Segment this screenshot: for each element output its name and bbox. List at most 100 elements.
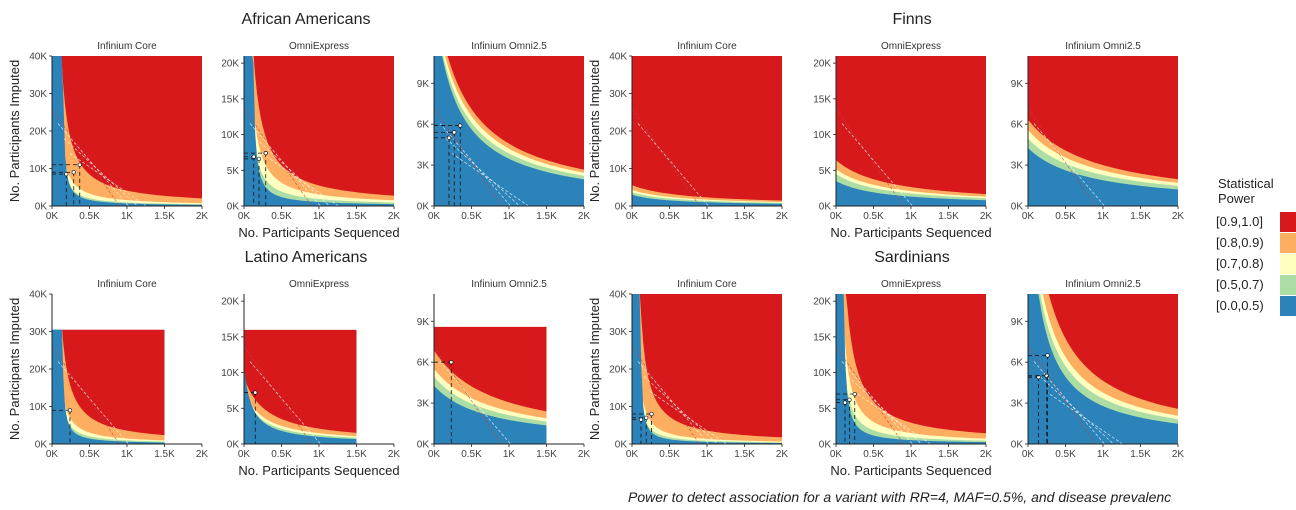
reference-diagonal: [255, 138, 330, 206]
point-marker: [449, 360, 454, 365]
y-tick-label: 3K: [1011, 161, 1024, 172]
power-region: [632, 56, 782, 206]
x-tick-label: 0K: [46, 211, 59, 222]
x-tick-label: 0.5K: [863, 449, 884, 460]
legend-label: [0.8,0.9): [1216, 235, 1264, 250]
x-tick-label: 1K: [121, 449, 134, 460]
y-tick-label: 30K: [609, 89, 627, 100]
panel-title: Infinium Omni2.5: [1065, 41, 1141, 52]
x-tick-label: 1K: [313, 211, 326, 222]
chart-group: Finns Infinium Core 0K 0.5K 1K 1.5K 2K 0K 10K 20K…: [587, 11, 1184, 240]
y-tick-label: 3K: [417, 399, 430, 410]
x-tick-label: 1K: [701, 449, 714, 460]
design-point: [244, 156, 262, 206]
x-tick-label: 2K: [196, 449, 209, 460]
y-axis-label: No. Participants Imputed: [587, 60, 602, 202]
legend-item: [0.7,0.8): [1216, 254, 1296, 274]
panel-title: Infinium Omni2.5: [471, 41, 547, 52]
y-tick-label: 9K: [417, 317, 430, 328]
y-tick-label: 9K: [1011, 79, 1024, 90]
y-tick-label: 20K: [813, 59, 831, 70]
y-tick-label: 15K: [221, 332, 239, 343]
x-tick-label: 0K: [428, 449, 441, 460]
panel-title: OmniExpress: [289, 279, 349, 290]
y-tick-label: 5K: [819, 404, 832, 415]
design-point: [244, 390, 258, 444]
y-tick-label: 10K: [221, 368, 239, 379]
design-point: [434, 360, 454, 444]
y-tick-label: 10K: [29, 164, 47, 175]
x-tick-label: 2K: [388, 211, 401, 222]
y-tick-label: 0K: [819, 202, 832, 213]
x-tick-label: 0.5K: [271, 449, 292, 460]
x-tick-label: 1K: [905, 449, 918, 460]
chart-group: African Americans Infinium Core 0K 0.5K 1K 1.…: [7, 11, 590, 240]
reference-lines: [632, 108, 709, 206]
point-marker: [64, 171, 69, 177]
legend-swatch: [1280, 233, 1296, 253]
design-point: [836, 397, 852, 444]
panel-title: Infinium Core: [677, 279, 737, 290]
x-tick-label: 1.5K: [734, 211, 755, 222]
reference-diagonal: [1039, 376, 1114, 444]
chart-panel: Infinium Core 0K 0.5K 1K 1.5K 2K 0K 10K 20K 30K 40…: [29, 279, 208, 460]
y-tick-label: 5K: [819, 166, 832, 177]
group-title: Finns: [892, 11, 931, 28]
y-tick-label: 10K: [221, 130, 239, 141]
reference-diagonal: [1033, 123, 1105, 206]
x-tick-label: 2K: [776, 211, 789, 222]
x-tick-label: 0.5K: [79, 449, 100, 460]
y-tick-label: 6K: [1011, 358, 1024, 369]
legend-title: Statistical: [1218, 176, 1274, 191]
y-tick-label: 20K: [609, 127, 627, 138]
power-band-000-050: [434, 56, 584, 206]
reference-diagonal: [69, 153, 147, 206]
x-tick-label: 2K: [578, 449, 591, 460]
y-tick-label: 20K: [813, 297, 831, 308]
x-tick-label: 0K: [1022, 449, 1035, 460]
legend-swatch: [1280, 296, 1296, 316]
chart-group: Sardinians Infinium Core 0K 0.5K 1K 1.5K 2K 0K 1…: [587, 249, 1184, 478]
power-band-080-090: [52, 329, 165, 444]
chart-panel: Infinium Omni2.5 0K 0.5K 1K 1.5K 2K 0K 3K 6K 9K: [417, 279, 591, 460]
reference-diagonal: [1033, 361, 1105, 444]
x-tick-label: 1.5K: [536, 449, 557, 460]
reference-lines: [1028, 346, 1123, 444]
y-tick-label: 40K: [609, 290, 627, 301]
x-tick-label: 0K: [830, 211, 843, 222]
x-tick-label: 0.5K: [461, 211, 482, 222]
x-tick-label: 1K: [121, 211, 134, 222]
point-marker: [253, 390, 258, 395]
reference-diagonal: [439, 123, 511, 206]
panel-title: Infinium Core: [97, 279, 157, 290]
y-tick-label: 10K: [813, 130, 831, 141]
panel-title: OmniExpress: [289, 41, 349, 52]
y-tick-label: 40K: [29, 52, 47, 63]
reference-diagonal: [841, 361, 913, 444]
y-tick-label: 0K: [227, 202, 240, 213]
x-axis-label: No. Participants Sequenced: [830, 225, 991, 240]
y-axis-label: No. Participants Imputed: [587, 298, 602, 440]
power-region: [836, 56, 986, 206]
x-tick-label: 2K: [196, 211, 209, 222]
x-tick-label: 1.5K: [1130, 449, 1151, 460]
y-tick-label: 0K: [1011, 440, 1024, 451]
y-tick-label: 20K: [29, 365, 47, 376]
legend-title: Power: [1218, 191, 1256, 206]
y-tick-label: 3K: [417, 161, 430, 172]
x-axis-label: No. Participants Sequenced: [238, 225, 399, 240]
reference-diagonal: [63, 138, 138, 206]
design-point: [244, 154, 256, 206]
power-region: [1028, 294, 1178, 444]
y-tick-label: 0K: [35, 202, 48, 213]
y-tick-label: 5K: [227, 166, 240, 177]
reference-diagonal: [847, 376, 922, 444]
reference-diagonal: [451, 153, 529, 206]
x-tick-label: 0K: [238, 211, 251, 222]
design-point: [52, 170, 76, 206]
power-region: [52, 329, 165, 444]
x-tick-label: 1.5K: [938, 449, 959, 460]
power-band-000-050: [836, 181, 986, 206]
reference-lines: [434, 108, 529, 206]
